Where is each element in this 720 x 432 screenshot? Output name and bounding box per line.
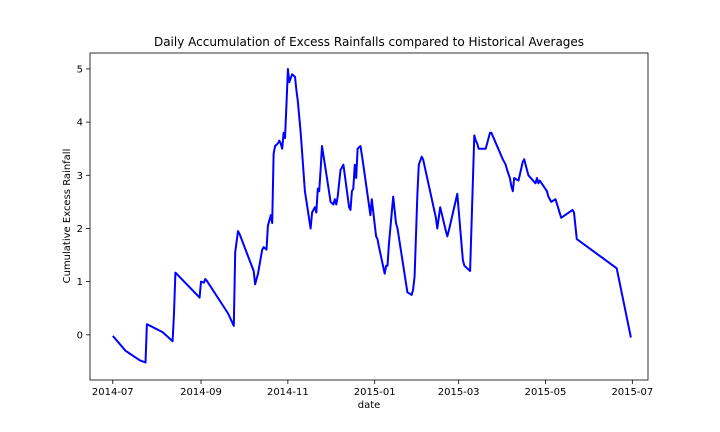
- y-tick-label: 5: [77, 64, 83, 75]
- x-axis-title: date: [358, 400, 381, 411]
- x-tick-label: 2015-07: [611, 387, 653, 398]
- x-tick-label: 2015-01: [354, 387, 396, 398]
- x-axis-ticks: 2014-07 2014-09 2014-11 2015-01 2015-03 2015-…: [92, 380, 653, 398]
- y-tick-label: 4: [77, 118, 83, 129]
- chart-title: Daily Accumulation of Excess Rainfalls c…: [154, 35, 584, 49]
- y-tick-label: 3: [77, 171, 83, 182]
- y-axis-title: Cumulative Excess Rainfall: [62, 149, 73, 284]
- x-tick-label: 2015-03: [438, 387, 480, 398]
- plot-area: [89, 52, 649, 381]
- y-tick-label: 2: [77, 224, 83, 235]
- y-tick-label: 0: [77, 330, 83, 341]
- x-tick-label: 2014-09: [180, 387, 222, 398]
- plot-frame: [89, 52, 649, 381]
- y-axis-ticks: 0 1 2 3 4 5: [77, 64, 90, 341]
- y-tick-label: 1: [77, 277, 83, 288]
- x-tick-label: 2014-07: [92, 387, 134, 398]
- x-tick-label: 2015-05: [525, 387, 567, 398]
- x-tick-label: 2014-11: [267, 387, 309, 398]
- series-line: [112, 68, 632, 364]
